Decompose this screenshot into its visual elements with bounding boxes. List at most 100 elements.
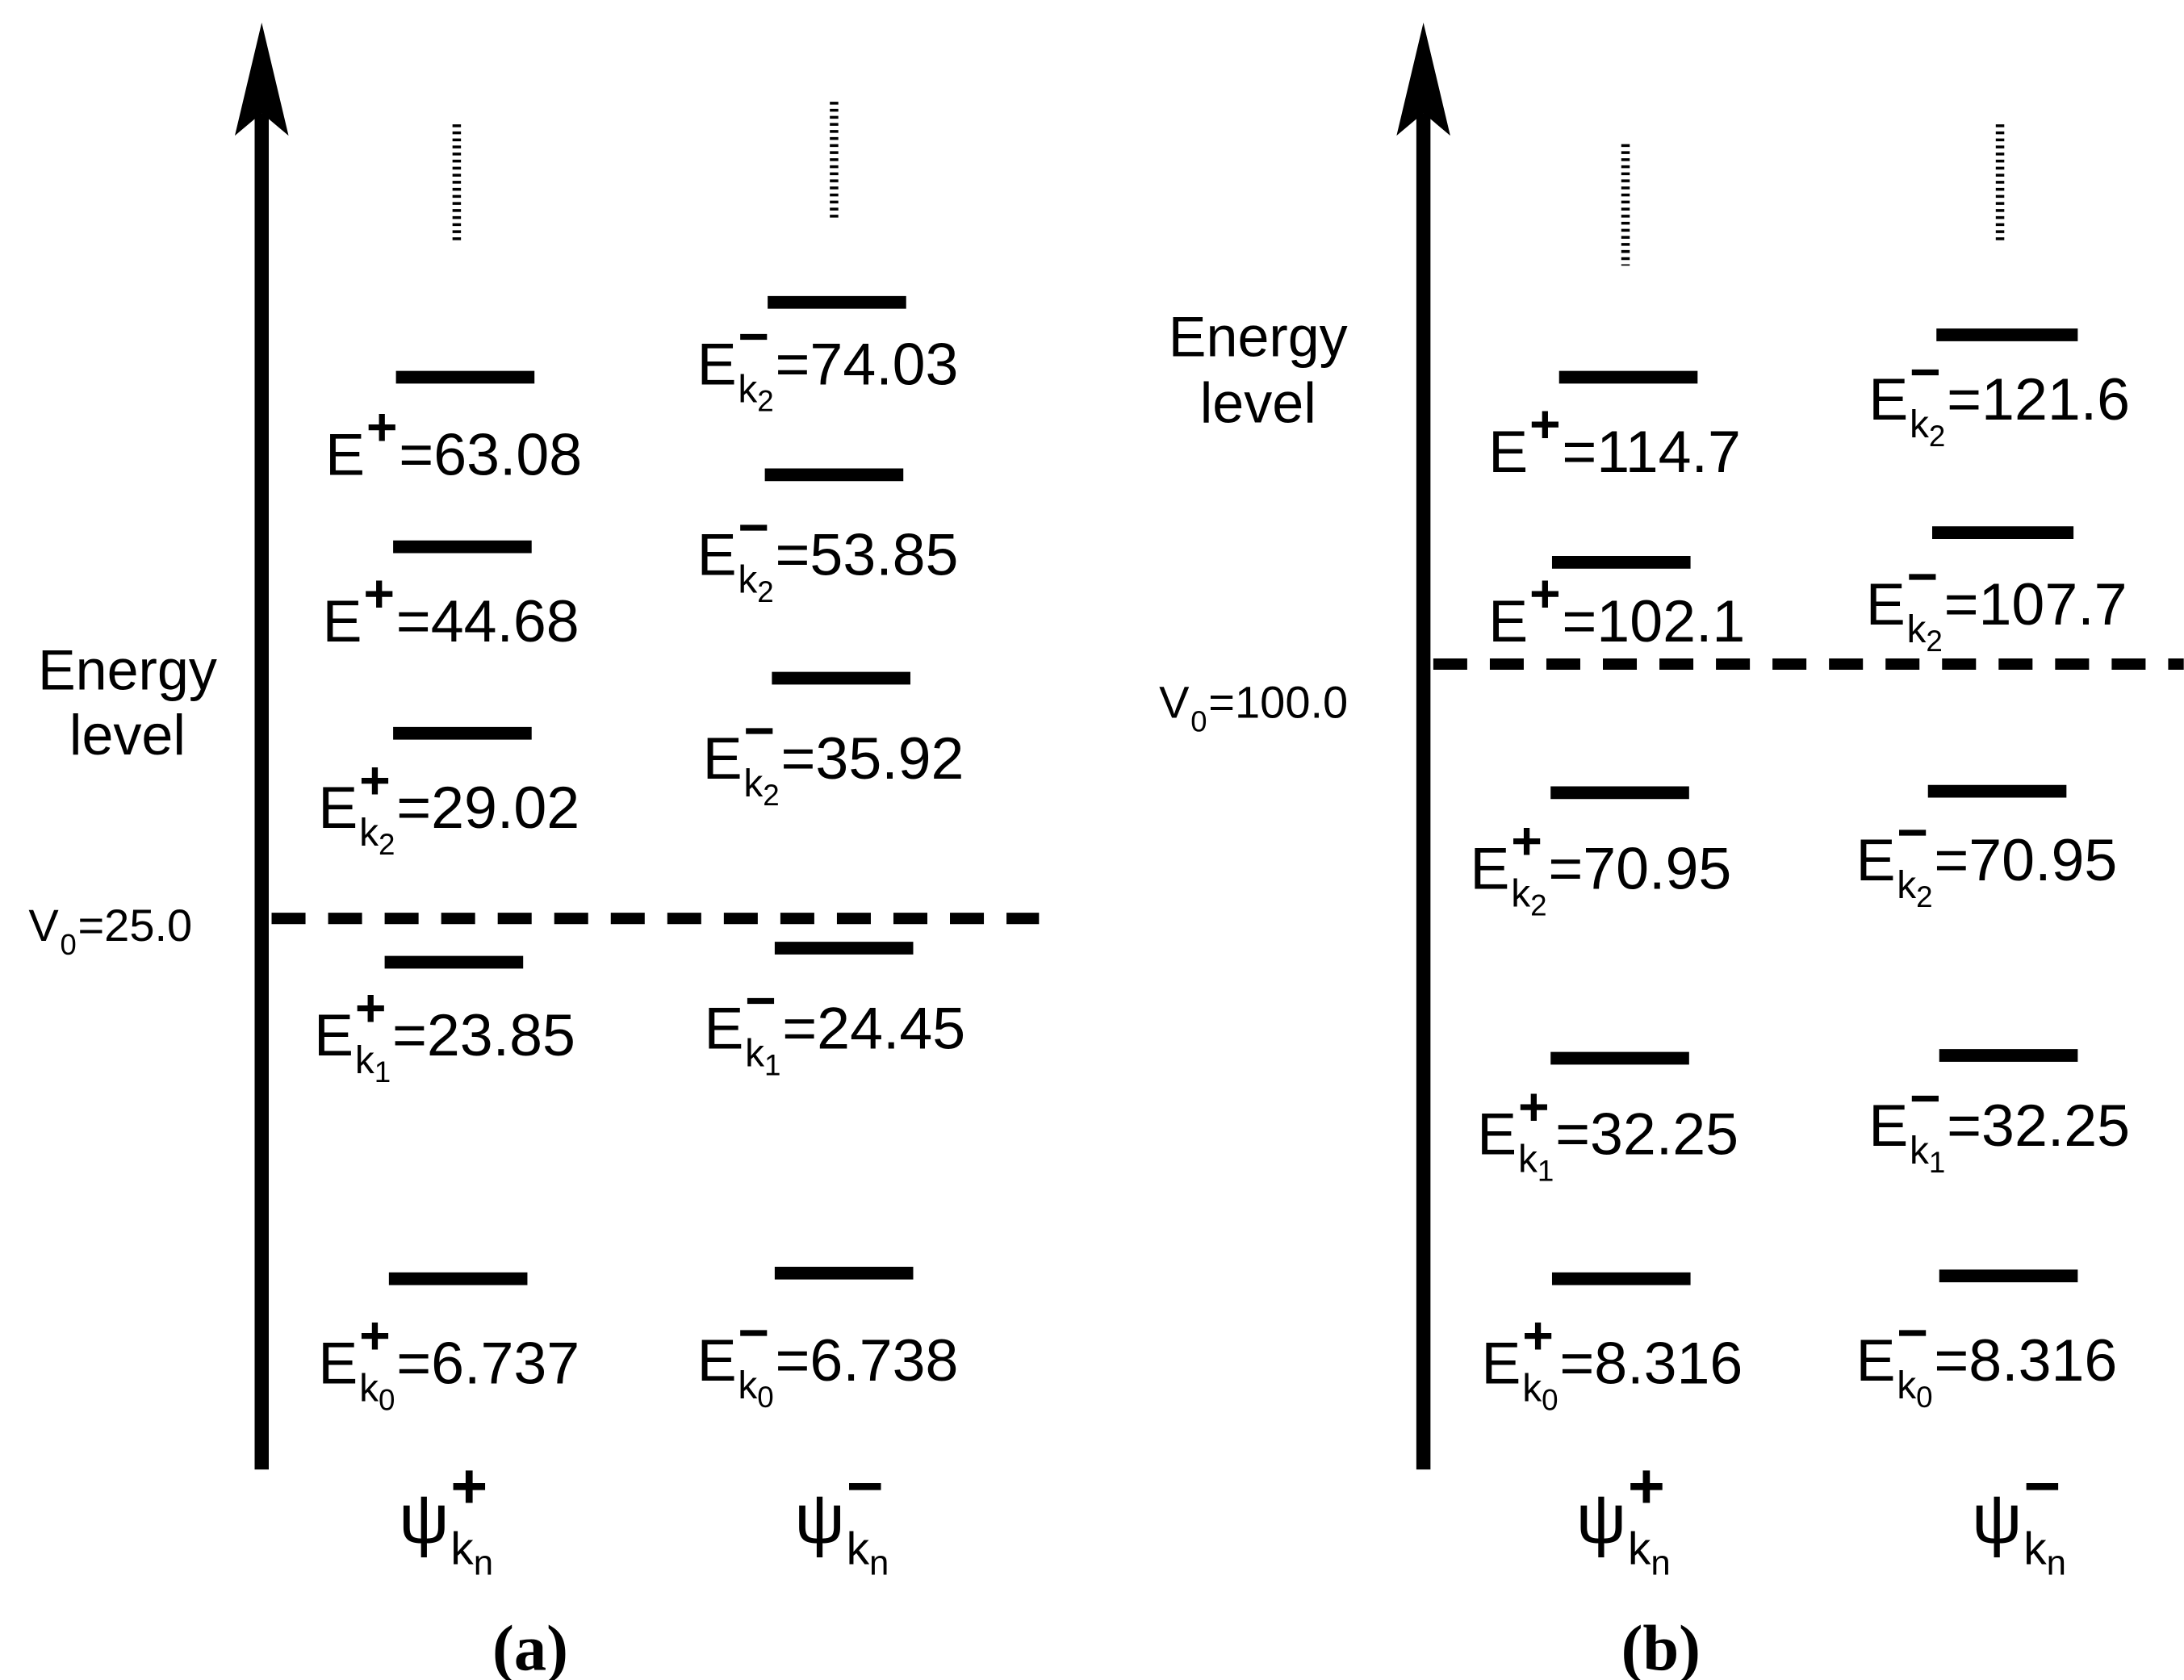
label-subscript: 2 [757, 575, 773, 608]
label-symbol: E [1868, 366, 1908, 433]
label-sign: + [363, 564, 395, 624]
axis-arrowhead [234, 23, 289, 136]
label-symbol: E [325, 420, 365, 487]
label-subscript: 2 [1916, 880, 1932, 913]
label-symbol: E [323, 587, 362, 654]
label-subscript: k [1910, 403, 1929, 446]
label-subscript: 0 [1190, 704, 1207, 738]
label-subscript: k [745, 1032, 764, 1075]
level-label: E + =63.08 [325, 398, 582, 488]
label-subscript: k [1897, 864, 1916, 907]
label-symbol: E [1470, 834, 1509, 901]
level-label: E −k 0=6.738 [697, 1303, 959, 1414]
axis-label: level [69, 704, 186, 767]
level-label: E −k 2=121.6 [1868, 342, 2130, 453]
label-symbol: E [1481, 1329, 1521, 1396]
level-label: E −k 2=74.03 [697, 307, 959, 418]
label-value: =23.85 [392, 1001, 575, 1068]
level-label: E −k 2=53.85 [697, 498, 959, 608]
label-subscript: 0 [757, 1381, 773, 1414]
label-value: =8.316 [1559, 1329, 1743, 1396]
label-sign: + [450, 1450, 487, 1521]
label-symbol: E [1488, 418, 1528, 485]
level-label: E +k 2=70.95 [1470, 812, 1731, 922]
level-label: E −k 2=35.92 [703, 701, 964, 812]
label-sign: − [847, 1450, 884, 1521]
label-sign: + [1628, 1450, 1665, 1521]
label-symbol: V [1159, 677, 1190, 728]
level-label: E +k 0=8.316 [1481, 1306, 1743, 1417]
panel-label: (b) [1621, 1613, 1701, 1680]
label-symbol: E [703, 725, 743, 792]
label-subscript: 1 [1538, 1155, 1554, 1188]
label-subscript: k [738, 559, 757, 602]
label-subscript: 0 [1916, 1381, 1932, 1414]
label-sign: + [1518, 1077, 1550, 1137]
label-value: =63.08 [399, 420, 582, 487]
label-subscript: k [1897, 1364, 1916, 1407]
level-label: E −k 2=107.7 [1866, 547, 2128, 658]
label-symbol: E [697, 521, 737, 588]
potential-label: V 0 =25.0 [28, 900, 192, 961]
label-symbol: E [318, 1329, 358, 1396]
label-sign: + [1529, 564, 1561, 624]
label-sign: + [359, 750, 391, 810]
label-subscript: 0 [60, 928, 76, 961]
label-subscript: 2 [1929, 420, 1945, 453]
label-symbol: E [314, 1001, 354, 1068]
label-value: =70.95 [1934, 826, 2117, 893]
level-label: E +k 1=32.25 [1477, 1077, 1738, 1188]
level-label: E + =114.7 [1488, 395, 1741, 485]
label-subscript: n [2047, 1544, 2066, 1583]
axis-arrowhead [1396, 23, 1450, 136]
level-label: E −k 1=32.25 [1868, 1068, 2130, 1179]
label-subscript: k [1511, 872, 1530, 915]
label-value: =100.0 [1208, 677, 1348, 728]
label-subscript: 2 [763, 779, 779, 812]
label-subscript: k [1628, 1523, 1651, 1574]
label-value: =107.7 [1944, 570, 2128, 637]
panel-label: (a) [492, 1613, 568, 1680]
label-value: =121.6 [1947, 366, 2130, 433]
level-label: E +k 2=29.02 [318, 750, 579, 861]
label-symbol: ψ [794, 1479, 844, 1558]
label-value: =44.68 [396, 587, 579, 654]
level-label: E + =102.1 [1488, 564, 1745, 654]
label-subscript: k [738, 1364, 757, 1407]
level-label: E +k 0=6.737 [318, 1306, 579, 1417]
label-symbol: ψ [399, 1479, 449, 1558]
label-value: =6.737 [396, 1329, 579, 1396]
label-sign: + [1511, 812, 1542, 871]
label-subscript: k [1906, 608, 1926, 651]
label-subscript: n [869, 1544, 889, 1583]
level-label: E + =44.68 [323, 564, 579, 654]
label-sign: + [359, 1306, 391, 1366]
column-header: ψ −k n [794, 1450, 889, 1582]
label-symbol: ψ [1972, 1479, 2022, 1558]
label-sign: − [1910, 342, 1941, 402]
label-sign: + [1522, 1306, 1554, 1366]
label-symbol: E [1477, 1101, 1517, 1168]
label-value: =53.85 [775, 521, 958, 588]
label-sign: − [1897, 1303, 1928, 1363]
label-sign: + [355, 978, 387, 1038]
label-symbol: E [697, 330, 737, 397]
label-value: =35.92 [780, 725, 964, 792]
column-header: ψ +k n [1576, 1450, 1671, 1582]
label-sign: − [743, 701, 775, 761]
label-symbol: E [697, 1327, 737, 1394]
label-subscript: n [1651, 1544, 1670, 1583]
label-subscript: k [1910, 1130, 1929, 1172]
level-label: E −k 2=70.95 [1856, 803, 2117, 913]
label-subscript: k [359, 812, 379, 855]
label-symbol: E [704, 994, 743, 1061]
label-value: =70.95 [1548, 834, 1731, 901]
level-label: E −k 1=24.45 [704, 972, 965, 1082]
label-subscript: 0 [379, 1383, 395, 1416]
label-value: =8.316 [1934, 1327, 2117, 1394]
label-subscript: n [474, 1544, 493, 1583]
label-symbol: E [1856, 826, 1895, 893]
label-value: =102.1 [1562, 587, 1745, 654]
label-symbol: E [1866, 570, 1906, 637]
